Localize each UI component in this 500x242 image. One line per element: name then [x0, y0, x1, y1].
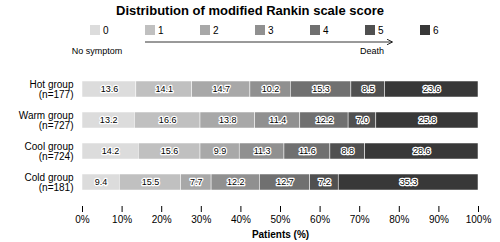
html-text:Distribution of modified Ranki: Distribution of modified Rankin scale sc…: [116, 3, 384, 18]
svg-text:2: 2: [213, 25, 219, 36]
svg-text:28.6: 28.6: [413, 146, 431, 156]
svg-text:13.6: 13.6: [101, 84, 119, 94]
svg-text:8.5: 8.5: [362, 84, 375, 94]
svg-text:Cool group(n=724): Cool group(n=724): [25, 141, 74, 162]
svg-text:11.4: 11.4: [269, 115, 286, 125]
svg-text:14.2: 14.2: [102, 146, 120, 156]
svg-text:No symptom: No symptom: [72, 46, 123, 56]
svg-text:40%: 40%: [231, 214, 251, 225]
svg-text:0: 0: [103, 25, 109, 36]
svg-text:25.8: 25.8: [419, 115, 437, 125]
svg-text:8.8: 8.8: [342, 146, 355, 156]
svg-text:Patients (%): Patients (%): [252, 229, 309, 240]
svg-text:15.3: 15.3: [312, 84, 330, 94]
svg-text:80%: 80%: [389, 214, 409, 225]
svg-text:100%: 100%: [466, 214, 492, 225]
svg-text:Warm group(n=727): Warm group(n=727): [19, 110, 74, 131]
svg-text:9.9: 9.9: [214, 146, 227, 156]
svg-text:5: 5: [378, 25, 384, 36]
svg-text:7.2: 7.2: [318, 177, 331, 187]
svg-text:13.8: 13.8: [219, 115, 237, 125]
svg-text:10.2: 10.2: [262, 84, 280, 94]
svg-text:Hot group(n=177): Hot group(n=177): [30, 79, 74, 100]
svg-text:16.6: 16.6: [159, 115, 177, 125]
svg-text:12.2: 12.2: [227, 177, 245, 187]
svg-text:7.0: 7.0: [356, 115, 369, 125]
svg-text:11.6: 11.6: [299, 146, 316, 156]
svg-text:15.6: 15.6: [161, 146, 179, 156]
svg-text:23.6: 23.6: [423, 84, 441, 94]
svg-text:70%: 70%: [350, 214, 370, 225]
svg-text:13.2: 13.2: [100, 115, 118, 125]
svg-text:50%: 50%: [270, 214, 290, 225]
svg-text:15.5: 15.5: [142, 177, 160, 187]
svg-text:7.7: 7.7: [190, 177, 203, 187]
svg-text:35.3: 35.3: [400, 177, 418, 187]
svg-text:20%: 20%: [152, 214, 172, 225]
svg-text:14.1: 14.1: [156, 84, 174, 94]
svg-text:12.7: 12.7: [276, 177, 294, 187]
svg-text:Cold group(n=181): Cold group(n=181): [25, 172, 74, 193]
svg-text:9.4: 9.4: [95, 177, 108, 187]
svg-text:0%: 0%: [75, 214, 90, 225]
svg-text:10%: 10%: [112, 214, 132, 225]
svg-text:30%: 30%: [191, 214, 211, 225]
svg-text:1: 1: [158, 25, 164, 36]
svg-text:3: 3: [268, 25, 274, 36]
svg-text:14.7: 14.7: [213, 84, 231, 94]
svg-text:12.2: 12.2: [316, 115, 334, 125]
svg-text:11.3: 11.3: [254, 146, 271, 156]
svg-text:4: 4: [323, 25, 329, 36]
svg-text:60%: 60%: [310, 214, 330, 225]
svg-text:90%: 90%: [429, 214, 449, 225]
svg-text:Death: Death: [360, 46, 384, 56]
svg-text:6: 6: [433, 25, 439, 36]
